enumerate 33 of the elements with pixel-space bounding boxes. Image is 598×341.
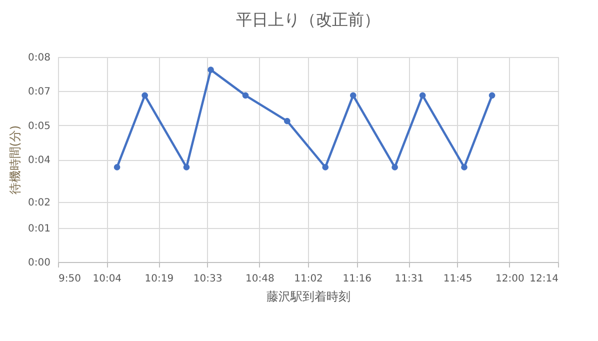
x-tick-label: 10:19 [144, 274, 174, 284]
point [322, 164, 329, 170]
x-axis-title: 藤沢駅到着時刻 [266, 290, 350, 304]
y-tick-label: 0:01 [28, 223, 50, 234]
x-tick-label: 10:33 [193, 274, 222, 284]
chart-title: 平日上り（改正前） [236, 10, 380, 29]
point [142, 92, 148, 99]
y-tick-label: 0:00 [28, 258, 50, 268]
x-tick-label: 11:16 [342, 274, 372, 284]
x-tick-label: 12:14 [530, 274, 558, 284]
point [461, 164, 468, 170]
point [488, 92, 496, 99]
x-tick-label: 9:50 [58, 274, 81, 284]
x-tick-label: 10:48 [245, 274, 274, 284]
point [284, 118, 290, 124]
point [208, 66, 214, 73]
point [350, 92, 356, 99]
y-axis-title: 待機時間(分) [8, 125, 22, 195]
y-tick-label: 0:07 [28, 86, 50, 98]
point [392, 164, 398, 170]
point [242, 92, 249, 99]
point [419, 92, 426, 99]
x-tick-label: 11:31 [394, 274, 424, 284]
point [114, 164, 120, 170]
y-tick-label: 0:02 [28, 198, 50, 209]
y-tick-label: 0:04 [28, 155, 50, 166]
point [183, 164, 190, 170]
x-tick-label: 11:45 [443, 274, 472, 284]
x-tick-label: 11:02 [294, 274, 323, 284]
x-tick-label: 12:00 [495, 274, 524, 284]
y-tick-label: 0:08 [28, 52, 50, 64]
x-tick-label: 10:04 [92, 274, 122, 284]
y-tick-label: 0:05 [28, 120, 50, 132]
